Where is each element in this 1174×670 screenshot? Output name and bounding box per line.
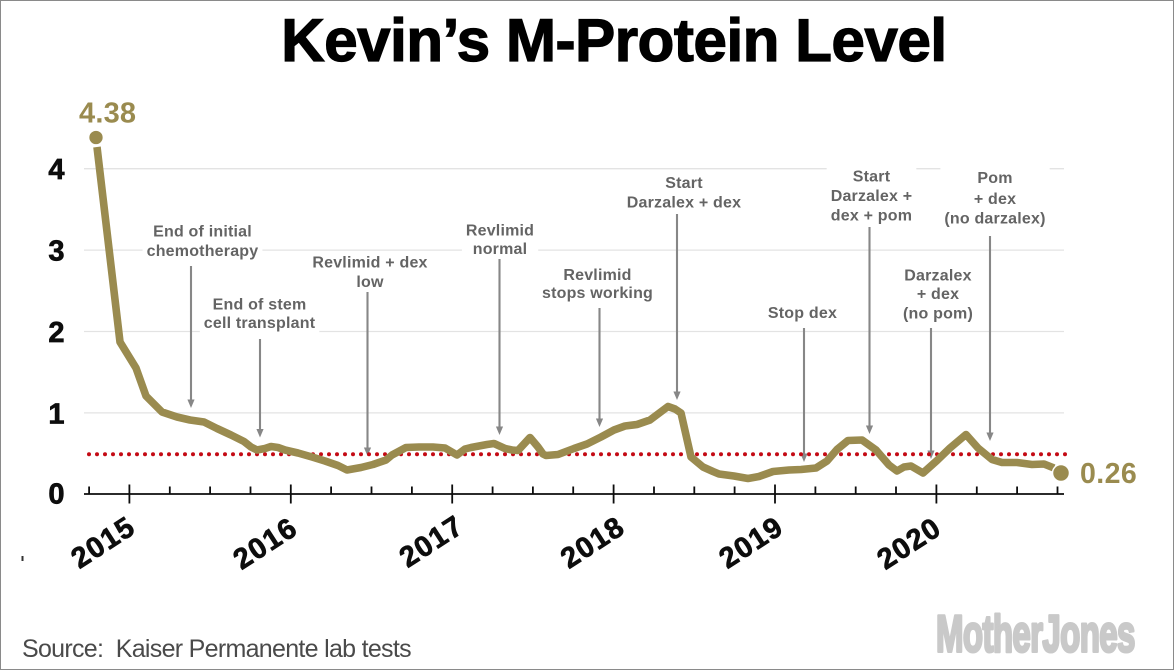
svg-text:(no pom): (no pom) <box>903 306 973 323</box>
svg-text:(no darzalex): (no darzalex) <box>944 211 1045 228</box>
svg-text:Darzalex + dex: Darzalex + dex <box>627 195 741 212</box>
svg-text:cell transplant: cell transplant <box>204 315 316 332</box>
svg-text:2019: 2019 <box>714 511 790 576</box>
svg-text:+ dex: + dex <box>974 191 1016 208</box>
svg-text:+ dex: + dex <box>917 286 959 303</box>
svg-text:2016: 2016 <box>228 512 304 577</box>
svg-text:Pom: Pom <box>977 170 1012 187</box>
svg-text:2015: 2015 <box>66 511 142 576</box>
svg-text:Revlimid: Revlimid <box>563 267 631 284</box>
svg-text:Start: Start <box>665 175 703 192</box>
svg-text:normal: normal <box>473 241 528 258</box>
svg-text:2020: 2020 <box>872 512 948 577</box>
svg-text:0: 0 <box>48 478 64 510</box>
svg-text:Revlimid + dex: Revlimid + dex <box>312 255 427 272</box>
svg-text:low: low <box>356 274 384 291</box>
svg-text:3: 3 <box>48 236 64 268</box>
svg-text:stops working: stops working <box>542 285 653 302</box>
svg-text:4.38: 4.38 <box>79 97 136 129</box>
svg-text:dex + pom: dex + pom <box>831 208 912 225</box>
svg-text:2018: 2018 <box>555 511 631 576</box>
svg-text:chemotherapy: chemotherapy <box>147 243 259 260</box>
svg-text:End of initial: End of initial <box>153 224 252 241</box>
svg-text:Start: Start <box>853 169 891 186</box>
svg-text:Darzalex +: Darzalex + <box>831 188 913 205</box>
svg-text:Source: Kaiser Permanente lab: Source: Kaiser Permanente lab tests <box>22 635 411 663</box>
svg-text:MotherJones: MotherJones <box>936 606 1135 663</box>
svg-text:Revlimid: Revlimid <box>466 223 534 240</box>
svg-text:2017: 2017 <box>394 510 470 575</box>
svg-text:End of stem: End of stem <box>213 297 307 314</box>
svg-text:2: 2 <box>48 317 64 349</box>
svg-text:0.26: 0.26 <box>1080 458 1137 490</box>
svg-text:Kevin’s M-Protein Level: Kevin’s M-Protein Level <box>281 7 946 74</box>
svg-text:Darzalex: Darzalex <box>904 268 971 285</box>
svg-text:Stop dex: Stop dex <box>768 305 837 322</box>
svg-text:1: 1 <box>48 398 64 430</box>
svg-text:4: 4 <box>48 154 64 186</box>
